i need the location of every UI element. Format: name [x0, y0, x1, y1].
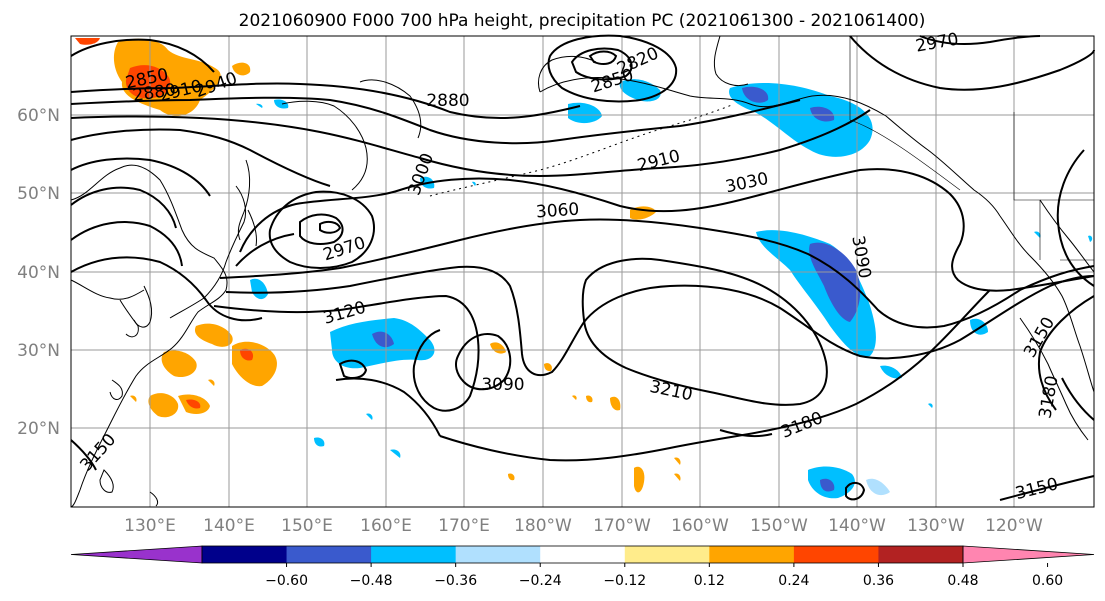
longitude-labels: 130°E 140°E 150°E 160°E 170°E 180°W 170°… — [124, 516, 1043, 536]
contour-labels: 2850 2880 2910 2940 2880 2850 2820 2910 … — [76, 29, 1062, 504]
colorbar-tick-label: −0.24 — [519, 573, 562, 589]
lon-label: 140°W — [828, 516, 886, 536]
lon-label: 160°W — [671, 516, 729, 536]
lat-label: 20°N — [17, 419, 60, 439]
colorbar-tick-label: −0.60 — [265, 573, 308, 589]
lon-label: 130°W — [907, 516, 965, 536]
colorbar-segment — [540, 546, 626, 563]
colorbar-tick-label: −0.48 — [350, 573, 393, 589]
colorbar-tick-label: 0.24 — [778, 573, 809, 589]
colorbar-tick-label: −0.36 — [434, 573, 477, 589]
colorbar-segment — [793, 546, 879, 563]
colorbar-extend-high — [962, 545, 1095, 564]
lat-label: 60°N — [17, 106, 60, 126]
lon-label: 180°W — [514, 516, 572, 536]
latitude-labels: 60°N 50°N 40°N 30°N 20°N — [17, 106, 60, 439]
colorbar-tick-label: 0.60 — [1032, 573, 1063, 589]
colorbar-segment — [455, 546, 541, 563]
lat-label: 30°N — [17, 341, 60, 361]
precip-negative-shading — [250, 79, 1093, 499]
colorbar-segment — [624, 546, 710, 563]
borders — [849, 36, 1094, 261]
colorbar-tick-label: −0.12 — [603, 573, 646, 589]
lon-label: 170°W — [593, 516, 651, 536]
coastlines — [70, 35, 1095, 508]
contour-label: 2880 — [426, 91, 469, 111]
lat-label: 50°N — [17, 184, 60, 204]
lon-label: 150°E — [281, 516, 333, 536]
colorbar-segment — [878, 546, 964, 563]
lon-label: 120°W — [985, 516, 1043, 536]
colorbar-tick-label: 0.48 — [947, 573, 978, 589]
colorbar-segment — [709, 546, 795, 563]
colorbar-segment — [286, 546, 372, 563]
lon-label: 130°E — [124, 516, 176, 536]
height-contours — [70, 34, 1095, 501]
colorbar-tick-label: 0.36 — [863, 573, 894, 589]
lon-label: 150°W — [750, 516, 808, 536]
colorbar-tick-label: 0.12 — [694, 573, 725, 589]
precip-positive-shading — [75, 38, 681, 493]
lon-label: 160°E — [360, 516, 412, 536]
colorbar-segment — [371, 546, 457, 563]
colorbar: −0.60 −0.48 −0.36 −0.24 −0.12 0.12 0.24 0.36 0.4… — [70, 545, 1095, 589]
map-frame — [70, 35, 1095, 508]
contour-label: 3090 — [481, 375, 524, 395]
contour-label: 3060 — [535, 200, 580, 223]
colorbar-segment — [202, 546, 288, 563]
lon-label: 140°E — [203, 516, 255, 536]
colorbar-outline — [201, 545, 964, 564]
map-panel: 2850 2880 2910 2940 2880 2850 2820 2910 … — [70, 29, 1095, 508]
lon-label: 170°E — [438, 516, 490, 536]
map-title: 2021060900 F000 700 hPa height, precipit… — [239, 11, 926, 31]
colorbar-extend-low — [70, 545, 203, 564]
lat-label: 40°N — [17, 263, 60, 283]
